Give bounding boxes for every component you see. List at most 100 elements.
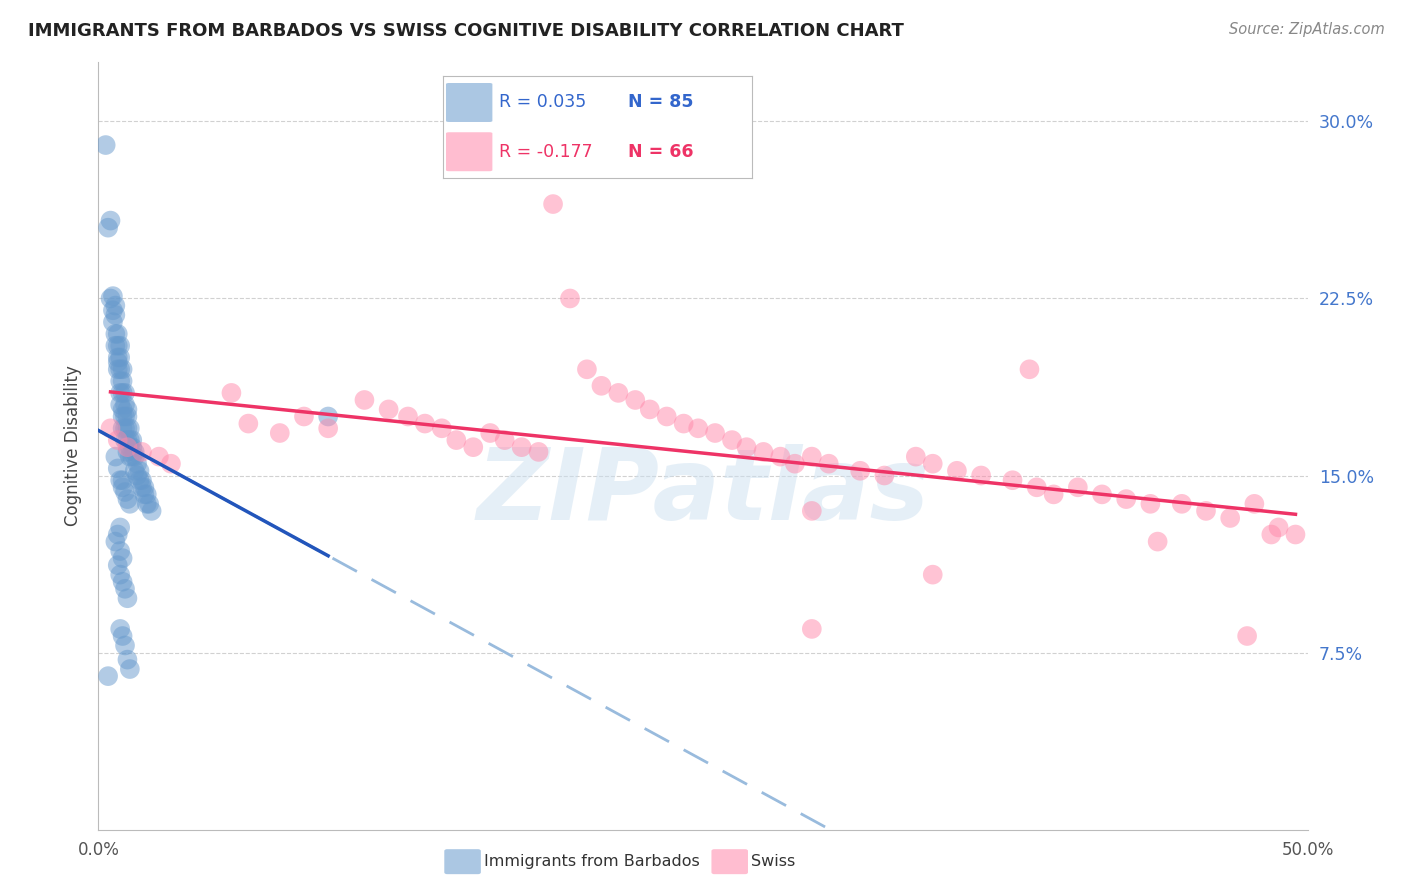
Point <box>114 582 136 596</box>
Point <box>124 445 146 459</box>
Point <box>111 574 134 589</box>
Point <box>117 445 139 459</box>
Point <box>121 433 143 447</box>
Point <box>107 355 129 369</box>
Point <box>688 421 710 435</box>
FancyBboxPatch shape <box>446 83 492 122</box>
Text: N = 85: N = 85 <box>628 94 695 112</box>
Point <box>101 289 124 303</box>
Point <box>1219 511 1241 525</box>
Point <box>111 385 134 400</box>
Point <box>127 457 149 471</box>
Point <box>377 402 399 417</box>
Point <box>735 440 758 454</box>
Point <box>479 425 502 440</box>
Point <box>97 669 120 683</box>
Point <box>800 504 823 518</box>
Point <box>624 392 647 407</box>
Point <box>107 433 129 447</box>
Point <box>114 421 136 435</box>
Point <box>704 425 727 440</box>
Point <box>117 440 139 454</box>
Point <box>131 445 153 459</box>
Point <box>100 213 122 227</box>
Point <box>114 385 136 400</box>
Y-axis label: Cognitive Disability: Cognitive Disability <box>63 366 82 526</box>
Point <box>114 398 136 412</box>
Point <box>117 409 139 424</box>
Point <box>1025 480 1047 494</box>
Point <box>527 445 550 459</box>
Point <box>1284 527 1306 541</box>
Point <box>769 450 792 464</box>
Point <box>1195 504 1218 518</box>
Point <box>101 315 124 329</box>
Point <box>107 461 129 475</box>
Point <box>128 473 150 487</box>
Point <box>121 450 143 464</box>
Point <box>104 308 127 322</box>
Point <box>541 197 564 211</box>
Point <box>396 409 419 424</box>
Point <box>292 409 315 424</box>
Point <box>111 402 134 417</box>
Point <box>269 425 291 440</box>
Point <box>1067 480 1090 494</box>
Point <box>148 450 170 464</box>
Point <box>107 339 129 353</box>
Point <box>97 220 120 235</box>
Point <box>108 473 131 487</box>
Point <box>1146 534 1168 549</box>
Point <box>108 398 131 412</box>
Point <box>904 450 927 464</box>
Point <box>316 409 339 424</box>
Point <box>510 440 533 454</box>
Point <box>118 440 141 454</box>
Point <box>104 450 127 464</box>
Point <box>721 433 744 447</box>
Point <box>124 450 146 464</box>
Point <box>107 326 129 341</box>
Point <box>104 339 127 353</box>
Point <box>108 520 131 534</box>
Text: Immigrants from Barbados: Immigrants from Barbados <box>484 855 699 869</box>
Point <box>1115 492 1137 507</box>
Point <box>104 326 127 341</box>
Point <box>1260 527 1282 541</box>
Point <box>114 485 136 500</box>
Text: Swiss: Swiss <box>751 855 794 869</box>
Point <box>655 409 678 424</box>
Point <box>849 464 872 478</box>
Point <box>114 433 136 447</box>
Point <box>124 464 146 478</box>
Point <box>873 468 896 483</box>
Point <box>108 544 131 558</box>
Point <box>108 351 131 365</box>
Text: R = 0.035: R = 0.035 <box>499 94 586 112</box>
Point <box>783 457 806 471</box>
Point <box>117 492 139 507</box>
Point <box>128 464 150 478</box>
Point <box>1091 487 1114 501</box>
Point <box>118 421 141 435</box>
Point <box>108 339 131 353</box>
Point <box>238 417 260 431</box>
Point <box>1042 487 1064 501</box>
Point <box>800 450 823 464</box>
Point <box>591 379 613 393</box>
Point <box>1267 520 1289 534</box>
Point <box>1171 497 1194 511</box>
Point <box>111 409 134 424</box>
Point <box>1001 473 1024 487</box>
Point <box>108 622 131 636</box>
Point <box>430 421 453 435</box>
Point <box>316 421 339 435</box>
Point <box>135 497 157 511</box>
Point <box>108 362 131 376</box>
Point <box>946 464 969 478</box>
Point <box>118 662 141 676</box>
Point <box>141 504 163 518</box>
FancyBboxPatch shape <box>446 132 492 171</box>
Point <box>108 567 131 582</box>
Point <box>111 551 134 566</box>
